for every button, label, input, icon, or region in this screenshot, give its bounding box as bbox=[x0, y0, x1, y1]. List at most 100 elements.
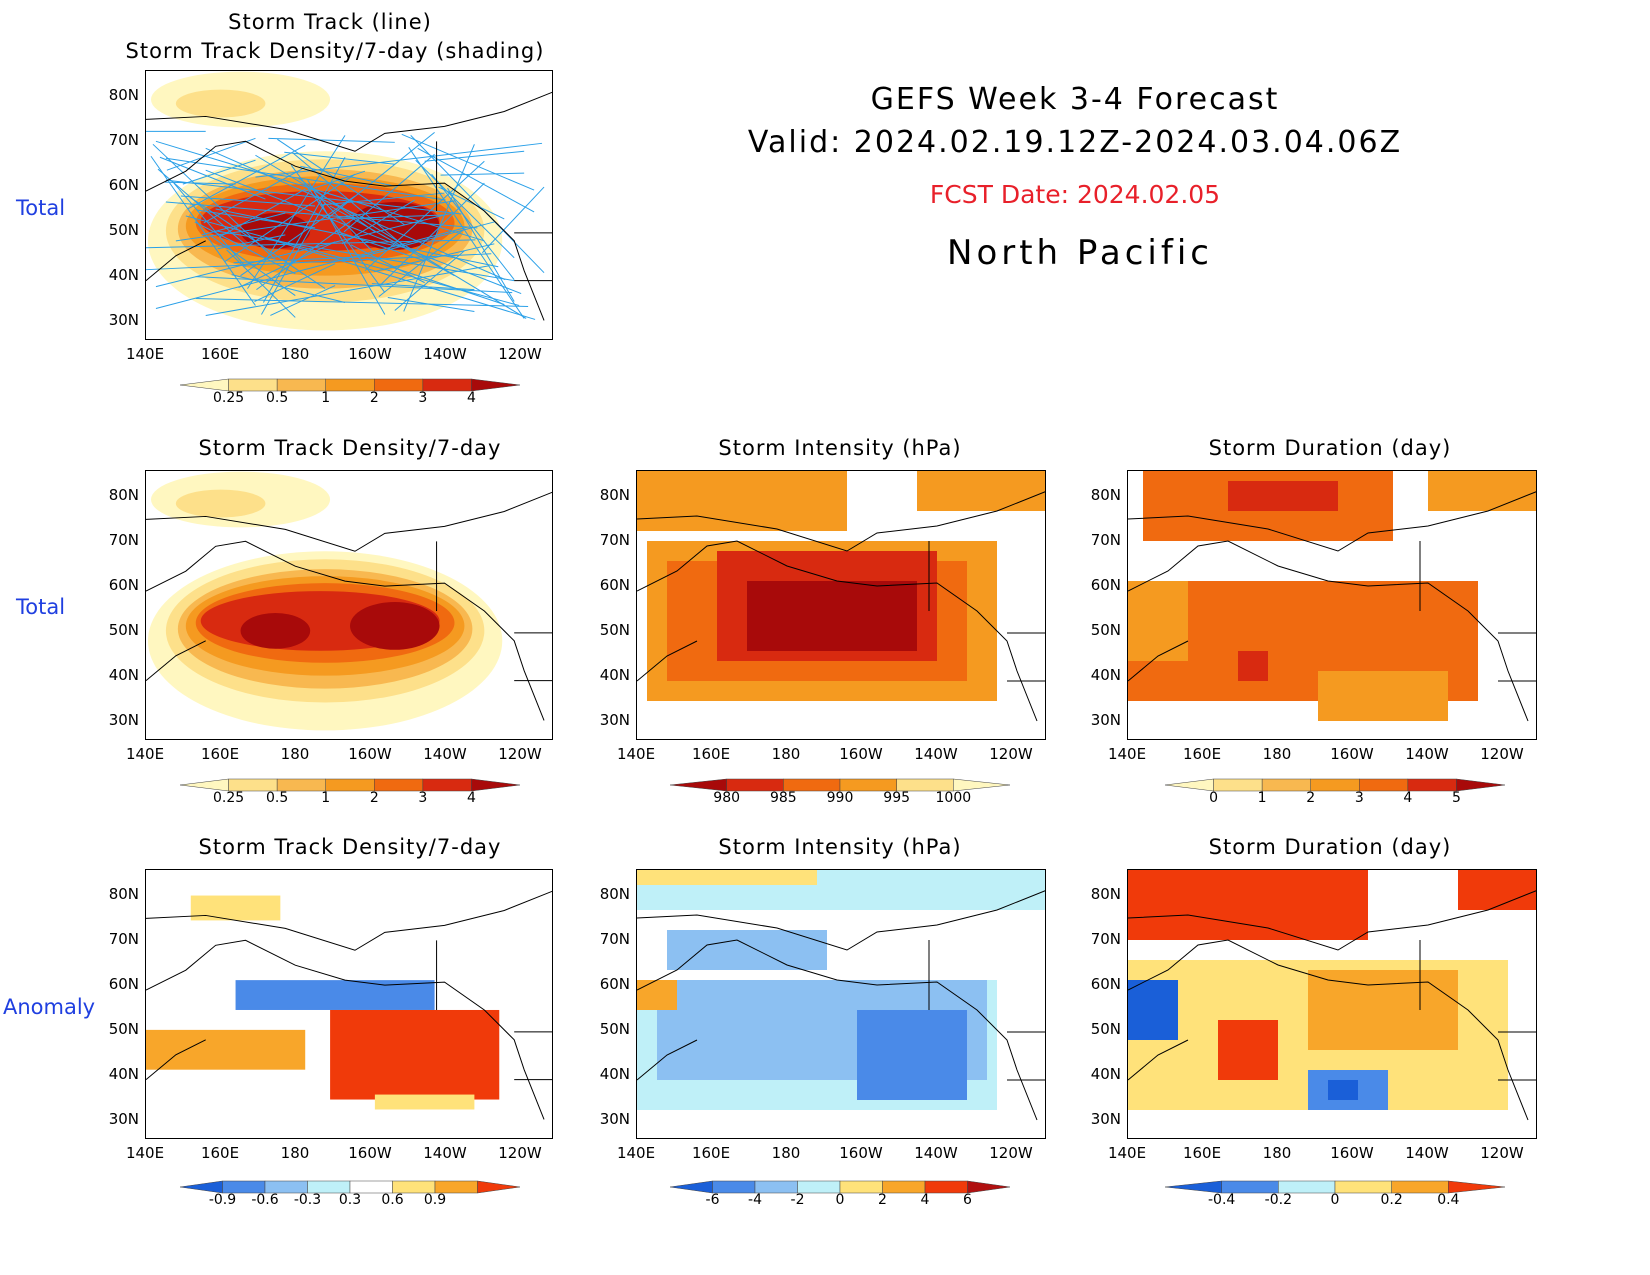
storm-track-line bbox=[157, 168, 246, 246]
y-tick-label: 40N bbox=[599, 666, 630, 684]
grid-cell-block bbox=[146, 1029, 306, 1070]
x-tick-label: 160E bbox=[200, 745, 240, 763]
storm-track-line bbox=[173, 182, 246, 268]
colorbar-density-anomaly: -0.9 -0.6 -0.3 0.3 0.6 0.9 bbox=[160, 1180, 540, 1210]
x-tick-label: 180 bbox=[280, 745, 310, 763]
coastline bbox=[146, 890, 552, 1120]
storm-track-line bbox=[247, 135, 346, 289]
colorbar-label: 1 bbox=[321, 790, 331, 806]
y-tick-label: 60N bbox=[599, 975, 630, 993]
storm-track-line bbox=[481, 186, 545, 254]
x-tick-label: 140W bbox=[423, 745, 467, 763]
y-tick-label: 30N bbox=[599, 711, 630, 729]
y-tick-label: 70N bbox=[108, 930, 139, 948]
storm-track-line bbox=[408, 147, 525, 319]
storm-track-line bbox=[180, 195, 316, 207]
storm-track-line bbox=[334, 230, 425, 262]
y-tick-label: 80N bbox=[108, 885, 139, 903]
x-tick-label: 160W bbox=[348, 1144, 392, 1162]
y-tick-label: 50N bbox=[1090, 621, 1121, 639]
colorbar-label: -0.9 bbox=[208, 1192, 237, 1208]
storm-track-line bbox=[366, 258, 505, 305]
colorbar-swatches bbox=[179, 378, 521, 392]
map-intensity-anomaly bbox=[636, 869, 1046, 1139]
colorbar-label: 4 bbox=[920, 1192, 930, 1208]
top-panel-title-line1: Storm Track (line) bbox=[228, 10, 432, 34]
colorbar-label: -4 bbox=[748, 1192, 762, 1208]
grid-cell-block bbox=[1328, 1080, 1358, 1100]
storm-track-line bbox=[182, 159, 256, 185]
storm-track-line bbox=[194, 221, 296, 275]
colorbar-label: 0.25 bbox=[212, 790, 245, 806]
political-border bbox=[928, 940, 1045, 1081]
colorbar-swatches bbox=[179, 778, 521, 792]
y-tick-label: 60N bbox=[1090, 576, 1121, 594]
row-label-top: Total bbox=[16, 196, 66, 220]
y-tick-label: 70N bbox=[599, 930, 630, 948]
storm-track-line bbox=[146, 239, 476, 249]
storm-track-line bbox=[343, 153, 435, 233]
intensity-anomaly-title: Storm Intensity (hPa) bbox=[718, 835, 962, 859]
colorbar-label: -0.2 bbox=[1264, 1192, 1292, 1208]
storm-track-line bbox=[238, 241, 336, 289]
y-tick-label: 60N bbox=[108, 975, 139, 993]
colorbar-label: 0.4 bbox=[1437, 1192, 1460, 1208]
colorbar-label: 6 bbox=[963, 1192, 972, 1208]
grid-cell-block bbox=[190, 895, 281, 921]
y-tick-label: 70N bbox=[108, 131, 139, 149]
colorbar-label: 2 bbox=[369, 390, 379, 406]
colorbar-label: 995 bbox=[883, 790, 911, 806]
x-tick-label: 180 bbox=[771, 745, 801, 763]
storm-track-line bbox=[159, 156, 266, 200]
grid-cell-block bbox=[1228, 481, 1338, 511]
colorbar-intensity-total: 980 985 990 995 1000 bbox=[650, 778, 1030, 808]
colorbar-duration-total: 0 1 2 3 4 5 bbox=[1145, 778, 1525, 808]
colorbar-label: 1000 bbox=[935, 790, 972, 806]
x-tick-label: 140W bbox=[914, 1144, 958, 1162]
storm-track-line bbox=[146, 253, 492, 271]
colorbar-swatches bbox=[669, 1180, 1011, 1194]
storm-track-line bbox=[165, 179, 462, 215]
storm-track-line bbox=[187, 144, 306, 210]
political-border bbox=[1419, 940, 1536, 1081]
y-tick-label: 40N bbox=[599, 1065, 630, 1083]
storm-track-line bbox=[447, 187, 515, 302]
y-tick-label: 80N bbox=[599, 885, 630, 903]
y-tick-label: 30N bbox=[1090, 1110, 1121, 1128]
x-tick-label: 140W bbox=[914, 745, 958, 763]
grid-cell-block bbox=[1308, 970, 1458, 1050]
storm-track-line bbox=[201, 212, 286, 236]
storm-track-line bbox=[438, 186, 505, 220]
storm-track-line bbox=[357, 221, 495, 259]
x-tick-label: 120W bbox=[1480, 1144, 1524, 1162]
storm-track-line bbox=[415, 159, 515, 259]
map-intensity-total bbox=[636, 470, 1046, 740]
storm-track-line bbox=[305, 170, 366, 192]
storm-track-line bbox=[410, 134, 545, 274]
x-tick-label: 160E bbox=[1182, 1144, 1222, 1162]
colorbar-label: -0.6 bbox=[251, 1192, 279, 1208]
coastline bbox=[1128, 491, 1536, 722]
x-tick-label: 160W bbox=[839, 1144, 883, 1162]
storm-track-line bbox=[155, 212, 453, 288]
political-border bbox=[928, 541, 1045, 682]
y-tick-label: 50N bbox=[1090, 1020, 1121, 1038]
y-tick-label: 80N bbox=[599, 486, 630, 504]
storm-track-line bbox=[150, 155, 256, 306]
grid-cell-block bbox=[1128, 870, 1368, 940]
colorbar-intensity-anomaly: -6 -4 -2 0 2 4 6 bbox=[650, 1180, 1030, 1210]
density-anomaly-title: Storm Track Density/7-day bbox=[198, 835, 502, 859]
y-tick-label: 80N bbox=[108, 86, 139, 104]
colorbar-label: 1 bbox=[321, 390, 331, 406]
colorbar-swatch bbox=[967, 1180, 1011, 1194]
colorbar-duration-anomaly: -0.4 -0.2 0 0.2 0.4 bbox=[1145, 1180, 1525, 1210]
y-tick-label: 60N bbox=[1090, 975, 1121, 993]
x-tick-label: 140E bbox=[125, 745, 165, 763]
colorbar-label: 4 bbox=[1403, 790, 1413, 806]
political-border bbox=[436, 541, 552, 682]
grid-cell-block bbox=[917, 471, 1045, 511]
x-tick-label: 120W bbox=[989, 745, 1033, 763]
colorbar-label: 0 bbox=[835, 1192, 845, 1208]
y-tick-label: 60N bbox=[599, 576, 630, 594]
storm-track-line bbox=[240, 195, 356, 277]
